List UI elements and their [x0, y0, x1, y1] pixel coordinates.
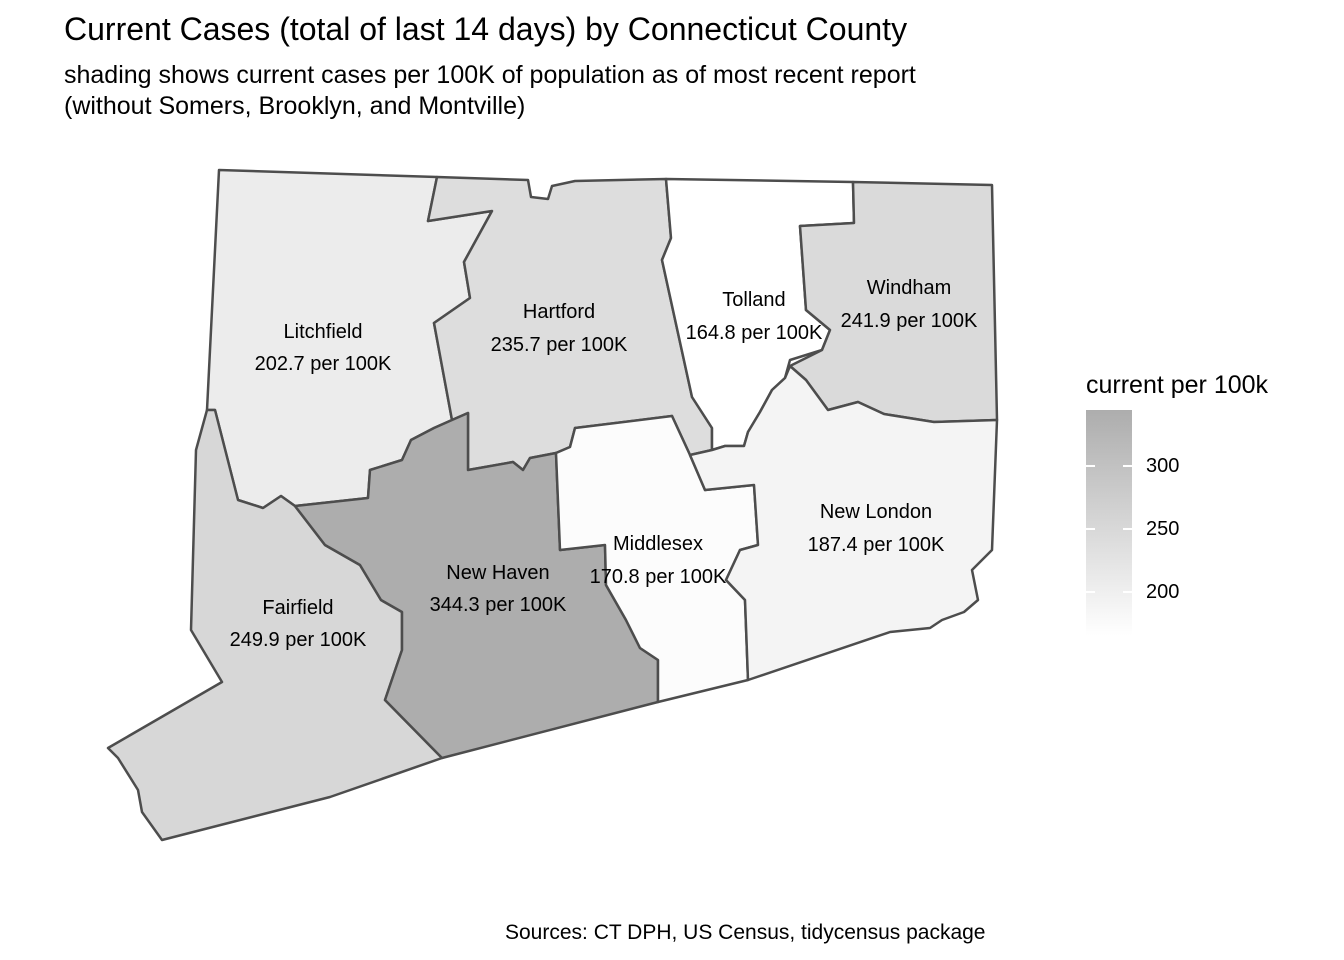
legend-label-200: 200	[1146, 580, 1180, 603]
label-middlesex-value: 170.8 per 100K	[590, 566, 727, 588]
label-fairfield-value: 249.9 per 100K	[230, 629, 367, 651]
legend-color-bar	[1086, 410, 1132, 636]
label-litchfield-value: 202.7 per 100K	[255, 353, 392, 375]
label-windham-name: Windham	[867, 277, 951, 299]
label-tolland-name: Tolland	[722, 289, 785, 311]
label-new-london-name: New London	[820, 501, 932, 523]
sources-caption: Sources: CT DPH, US Census, tidycensus p…	[505, 921, 986, 944]
map-subtitle: shading shows current cases per 100K of …	[64, 60, 916, 122]
map-title: Current Cases (total of last 14 days) by…	[64, 11, 908, 47]
legend-title: current per 100k	[1086, 371, 1269, 399]
label-new-london-value: 187.4 per 100K	[808, 534, 945, 556]
label-windham-value: 241.9 per 100K	[841, 310, 978, 332]
subtitle-line-1: shading shows current cases per 100K of …	[64, 61, 916, 89]
label-middlesex-name: Middlesex	[613, 533, 703, 555]
legend-label-300: 300	[1146, 454, 1180, 477]
label-litchfield-name: Litchfield	[284, 321, 363, 343]
label-new-haven-value: 344.3 per 100K	[430, 594, 567, 616]
subtitle-line-2: (without Somers, Brooklyn, and Montville…	[64, 92, 526, 120]
label-hartford-name: Hartford	[523, 301, 595, 323]
label-hartford-value: 235.7 per 100K	[491, 334, 628, 356]
label-new-haven-name: New Haven	[446, 562, 549, 584]
label-tolland-value: 164.8 per 100K	[686, 322, 823, 344]
county-new-london	[688, 364, 999, 682]
label-fairfield-name: Fairfield	[262, 597, 333, 619]
legend-label-250: 250	[1146, 517, 1180, 540]
